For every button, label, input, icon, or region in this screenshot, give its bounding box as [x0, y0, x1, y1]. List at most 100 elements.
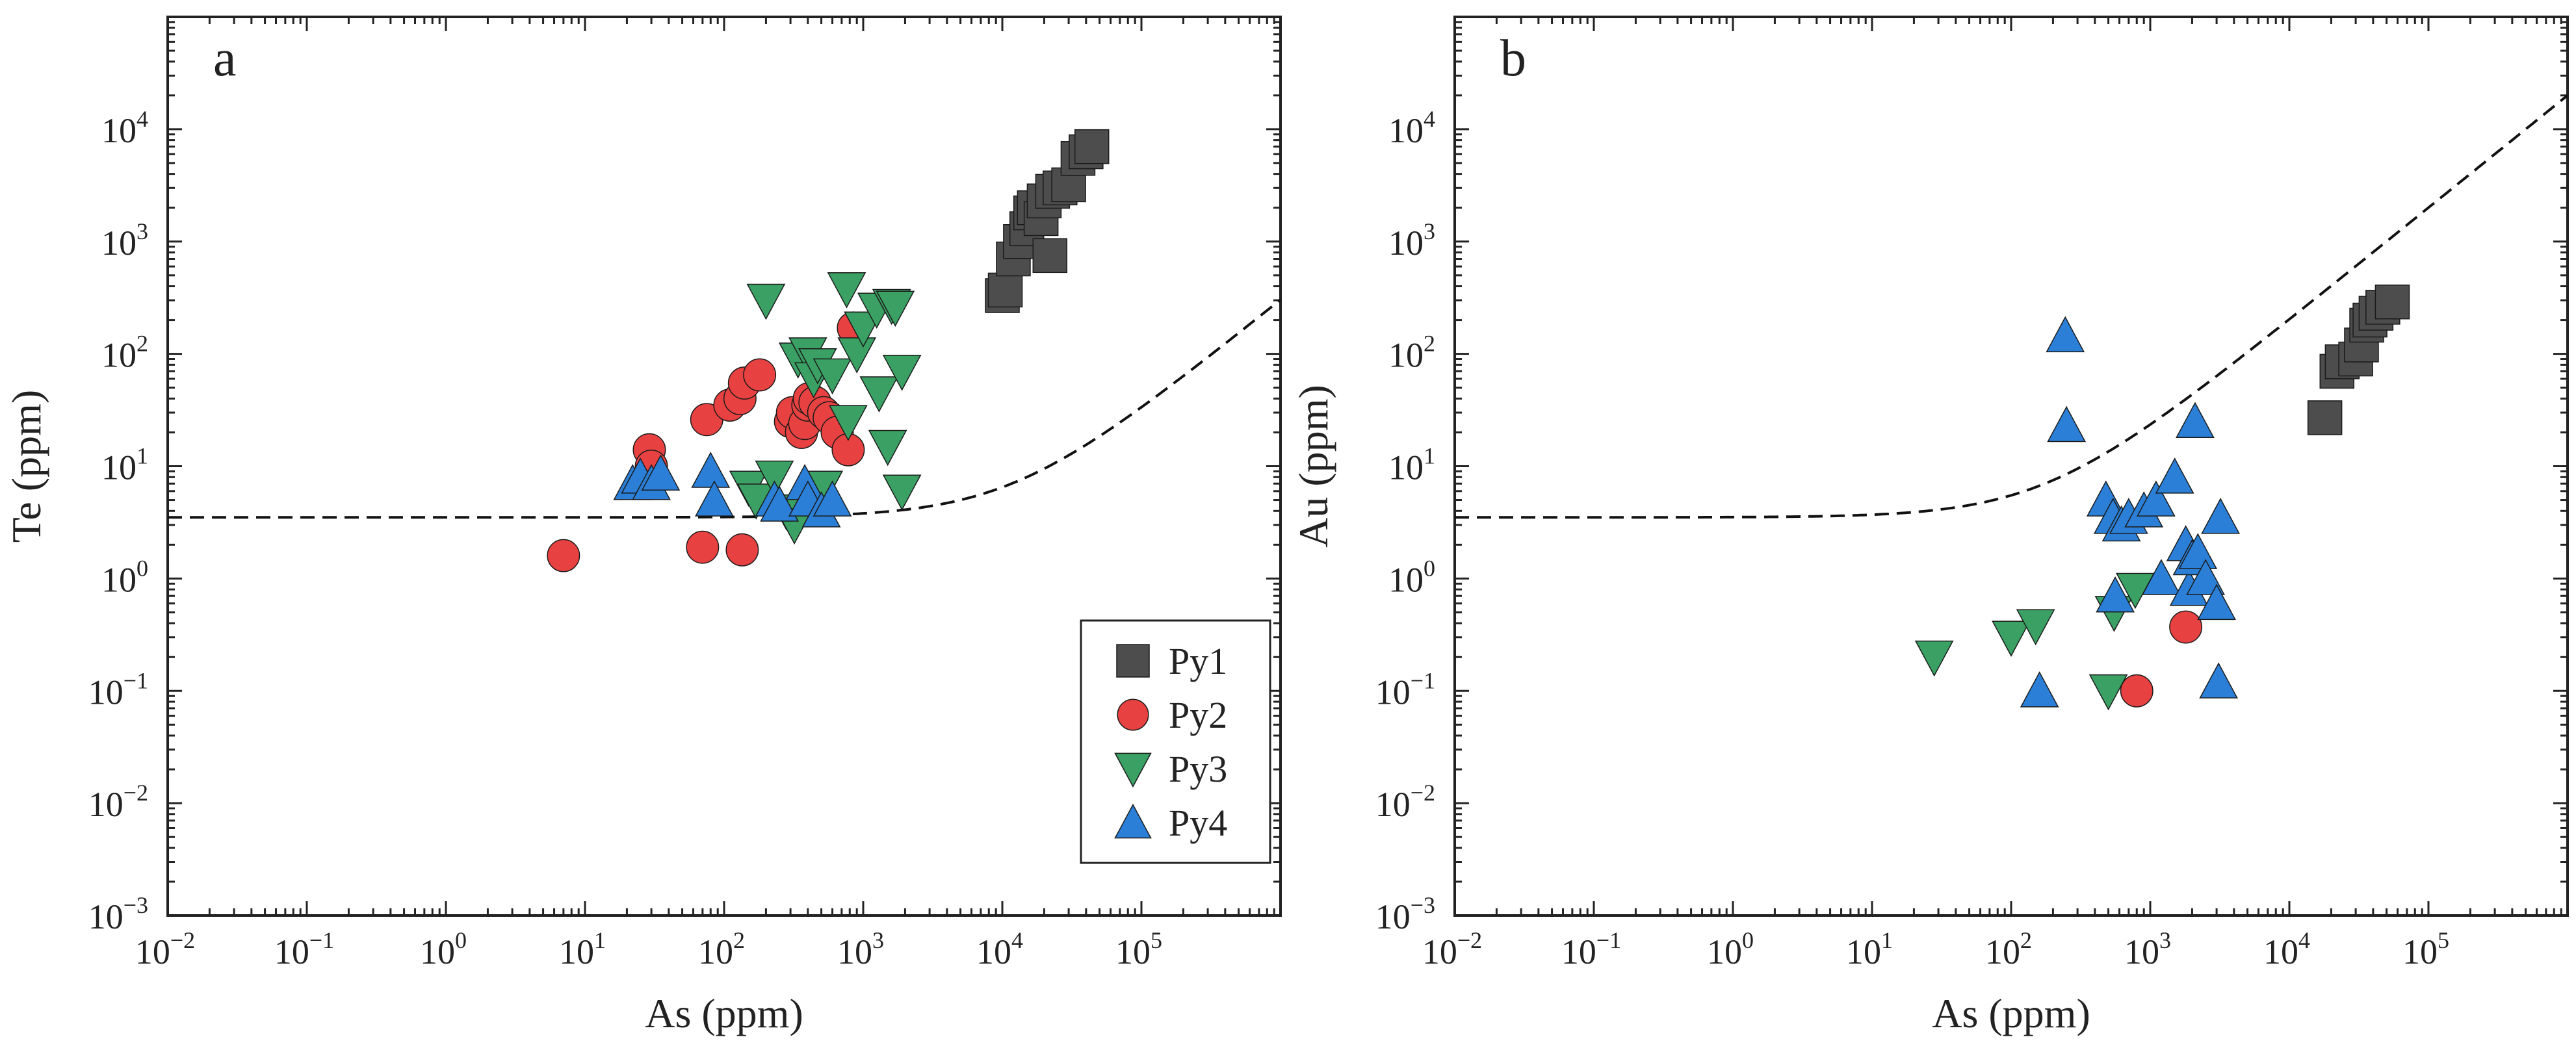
y-tick-label: 10−3: [1375, 892, 1435, 936]
data-point-Py3: [868, 429, 907, 467]
y-tick-label: 10−3: [88, 892, 148, 936]
y-tick-label: 102: [101, 331, 148, 375]
data-point-Py4: [2046, 316, 2085, 353]
x-tick-label: 104: [976, 927, 1023, 971]
x-tick-label: 103: [837, 927, 884, 971]
legend-label-Py1: Py1: [1169, 640, 1227, 682]
data-point-Py4: [2020, 671, 2059, 708]
legend: Py1 Py2 Py3 Py4: [1080, 619, 1271, 864]
panel-b: 10−2 10−1 100 101 102 103 104 10510−310−210−110…: [1290, 16, 2569, 1036]
data-point-Py3: [2016, 609, 2055, 646]
panel-label: b: [1500, 30, 1526, 87]
data-point-Py2: [686, 530, 720, 564]
data-point-Py4: [2186, 559, 2226, 595]
data-point-Py4: [2178, 533, 2218, 569]
series-Py2: [2120, 610, 2203, 708]
data-point-Py4: [2142, 559, 2181, 595]
data-point-Py4: [813, 480, 852, 517]
x-tick-label: 105: [2402, 927, 2449, 971]
data-point-Py2: [743, 358, 777, 392]
data-point-Py4: [691, 452, 731, 488]
data-point-Py4: [2197, 583, 2236, 621]
panel-label: a: [213, 30, 237, 87]
data-point-Py1: [2374, 284, 2410, 320]
y-tick-label: 100: [1388, 555, 1435, 599]
data-point-Py4: [2096, 576, 2135, 613]
legend-marker-Py2: [1117, 698, 1149, 731]
legend-box: [1080, 619, 1271, 864]
x-tick-label: 10−1: [1561, 927, 1621, 971]
y-axis-label: Te (ppm): [3, 390, 49, 543]
x-tick-label: 100: [1707, 927, 1754, 971]
data-point-Py4: [2137, 480, 2176, 517]
data-point-Py2: [547, 539, 580, 572]
y-tick-label: 10−2: [88, 780, 148, 824]
data-point-Py1: [1032, 238, 1068, 274]
data-point-Py3: [1914, 640, 1954, 677]
data-point-Py1: [2307, 400, 2343, 435]
data-point-Py3: [876, 290, 915, 327]
data-point-Py2: [725, 533, 759, 567]
data-point-Py2: [2120, 674, 2153, 708]
x-tick-label: 102: [698, 927, 745, 971]
x-axis-label: As (ppm): [645, 990, 803, 1036]
x-tick-label: 10−2: [1422, 927, 1482, 971]
data-point-Py3: [882, 474, 922, 511]
x-tick-label: 10−2: [135, 927, 195, 971]
data-point-Py3: [837, 337, 877, 374]
data-point-Py4: [760, 485, 800, 522]
data-point-Py1: [1074, 129, 1110, 164]
legend-marker-Py3: [1114, 752, 1152, 788]
y-tick-label: 10−2: [1375, 780, 1435, 824]
legend-marker-Py4: [1114, 803, 1152, 839]
x-tick-label: 102: [1985, 927, 2032, 971]
y-tick-label: 103: [101, 218, 148, 262]
y-axis-label: Au (ppm): [1290, 385, 1336, 548]
data-point-Py3: [859, 376, 899, 413]
x-tick-label: 105: [1115, 927, 1162, 971]
data-point-Py2: [2169, 610, 2203, 644]
data-point-Py4: [2155, 457, 2194, 494]
legend-marker-Py1: [1116, 644, 1150, 678]
y-tick-label: 103: [1388, 218, 1435, 262]
x-axis-label: As (ppm): [1932, 990, 2090, 1036]
legend-label-Py4: Py4: [1169, 802, 1227, 844]
y-tick-label: 104: [1388, 106, 1435, 150]
data-point-Py4: [2176, 402, 2215, 439]
data-point-Py4: [641, 454, 681, 491]
series-Py4: [613, 452, 852, 528]
data-point-Py3: [746, 283, 786, 320]
series-Py4: [2020, 316, 2240, 708]
x-tick-label: 10−1: [274, 927, 334, 971]
reference-curve: [168, 298, 1281, 519]
x-tick-label: 101: [1846, 927, 1893, 971]
data-point-Py3: [755, 460, 794, 497]
data-point-Py3: [882, 355, 922, 391]
y-tick-label: 104: [101, 106, 148, 150]
y-tick-label: 101: [1388, 443, 1435, 487]
panel-a: 10−2 10−1 100 101 102 103 104 10510−310−210−110…: [3, 16, 1282, 1036]
y-tick-label: 100: [101, 555, 148, 599]
data-point-Py3: [813, 358, 852, 395]
data-point-Py4: [2201, 498, 2240, 534]
data-point-Py3: [1992, 621, 2031, 657]
x-tick-label: 100: [420, 927, 467, 971]
axis-ticks: [166, 17, 1281, 917]
data-point-Py4: [2047, 405, 2087, 442]
data-point-Py3: [827, 272, 866, 309]
data-point-Py3: [2088, 674, 2128, 711]
y-tick-label: 102: [1388, 331, 1435, 375]
x-tick-label: 104: [2263, 927, 2310, 971]
reference-curve: [1455, 94, 2568, 519]
series-Py1: [985, 129, 1110, 313]
y-tick-label: 101: [101, 443, 148, 487]
y-tick-label: 10−1: [1375, 667, 1435, 711]
axis-ticks: [1453, 17, 2568, 917]
data-point-Py3: [829, 405, 868, 441]
data-point-Py4: [2199, 662, 2239, 698]
data-point-Py1: [987, 272, 1023, 308]
data-point-Py4: [695, 480, 734, 517]
legend-label-Py3: Py3: [1169, 748, 1227, 790]
plot-frame: [1453, 16, 2569, 917]
